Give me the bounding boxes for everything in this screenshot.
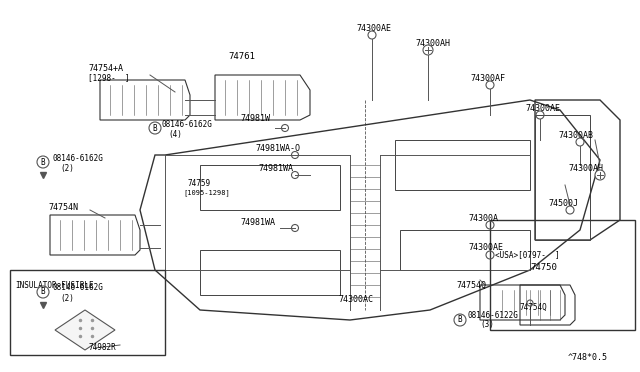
Text: 74300AF: 74300AF <box>470 74 505 83</box>
Text: (3): (3) <box>480 321 494 330</box>
Text: 74981W: 74981W <box>240 113 270 122</box>
Text: 74759: 74759 <box>188 179 211 187</box>
Text: 74754Q: 74754Q <box>520 302 548 311</box>
Text: (4): (4) <box>168 129 182 138</box>
Text: (2): (2) <box>60 164 74 173</box>
Text: 74981WA: 74981WA <box>258 164 293 173</box>
Text: 74300AE: 74300AE <box>468 244 503 253</box>
Text: 08146-6162G: 08146-6162G <box>162 119 213 128</box>
Text: ^748*0.5: ^748*0.5 <box>568 353 608 362</box>
Text: 74300AH: 74300AH <box>415 38 450 48</box>
Text: [1298-  ]: [1298- ] <box>88 74 130 83</box>
Text: B: B <box>153 124 157 132</box>
Text: <USA>[0797-  ]: <USA>[0797- ] <box>495 250 560 260</box>
Text: 08146-6162G: 08146-6162G <box>52 154 103 163</box>
Bar <box>10 270 165 355</box>
Text: 74300A: 74300A <box>468 214 498 222</box>
Text: 74754N: 74754N <box>48 202 78 212</box>
Circle shape <box>595 170 605 180</box>
Polygon shape <box>55 310 115 350</box>
Text: 74750: 74750 <box>530 263 557 273</box>
Text: [1095-1298]: [1095-1298] <box>183 190 230 196</box>
Text: 74300AC: 74300AC <box>338 295 373 305</box>
Text: 74754+A: 74754+A <box>88 64 123 73</box>
Text: 74754Q: 74754Q <box>456 280 486 289</box>
Text: B: B <box>458 315 462 324</box>
Circle shape <box>423 45 433 55</box>
Text: 74300AB: 74300AB <box>558 131 593 140</box>
Text: B: B <box>41 288 45 296</box>
Text: INSULATOR-FUSIBLE: INSULATOR-FUSIBLE <box>15 280 93 289</box>
Text: 08146-6122G: 08146-6122G <box>468 311 519 320</box>
Bar <box>490 220 635 330</box>
Text: 74500J: 74500J <box>548 199 578 208</box>
Text: 74982R: 74982R <box>88 343 116 353</box>
Text: (2): (2) <box>60 294 74 302</box>
Text: 74300AE: 74300AE <box>356 23 391 32</box>
Text: 74761: 74761 <box>228 51 255 61</box>
Text: 74981WA-O: 74981WA-O <box>255 144 300 153</box>
Text: 74300AE: 74300AE <box>525 103 560 112</box>
Text: 74300AH: 74300AH <box>568 164 603 173</box>
Text: 08146-6162G: 08146-6162G <box>52 283 103 292</box>
Text: 74981WA: 74981WA <box>240 218 275 227</box>
Text: B: B <box>41 157 45 167</box>
